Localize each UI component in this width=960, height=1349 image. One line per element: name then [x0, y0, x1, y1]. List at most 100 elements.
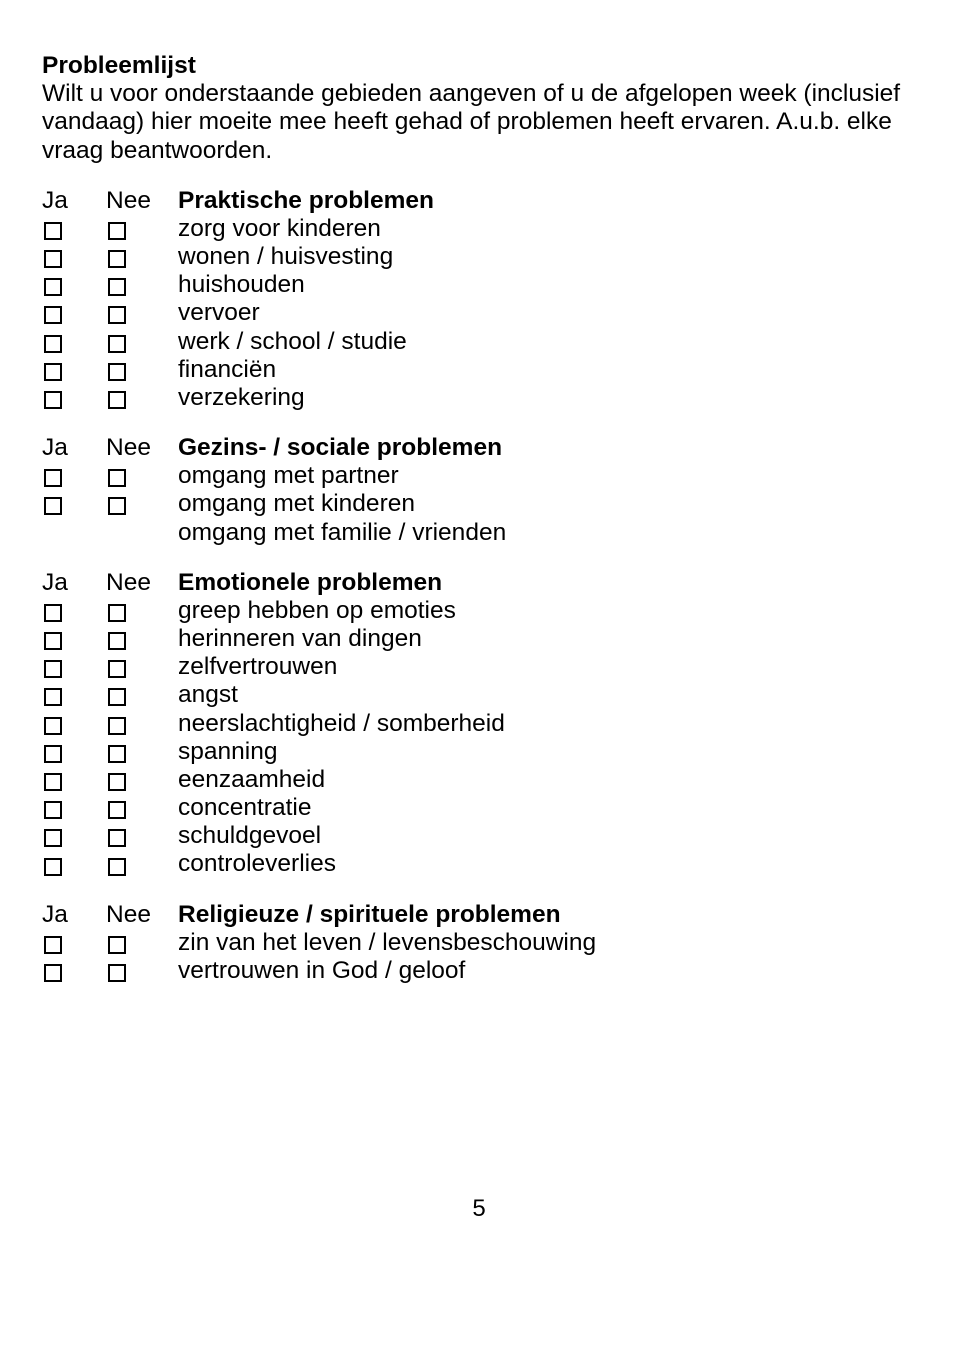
checkbox-ja[interactable]: [44, 745, 62, 763]
section-title: Emotionele problemen: [178, 569, 916, 597]
question-label: zorg voor kinderen: [178, 215, 916, 243]
section-header-row: JaNeePraktische problemen: [42, 187, 916, 215]
question-label: wonen / huisvesting: [178, 243, 916, 271]
question-row: controleverlies: [42, 850, 916, 878]
question-label: vertrouwen in God / geloof: [178, 957, 916, 985]
question-row: concentratie: [42, 794, 916, 822]
column-ja-header: Ja: [42, 569, 106, 597]
question-label: angst: [178, 681, 916, 709]
question-row: schuldgevoel: [42, 822, 916, 850]
checkbox-nee[interactable]: [108, 250, 126, 268]
question-label: omgang met partner: [178, 462, 916, 490]
question-row: financiën: [42, 356, 916, 384]
column-ja-header: Ja: [42, 434, 106, 462]
question-label: schuldgevoel: [178, 822, 916, 850]
checkbox-nee[interactable]: [108, 278, 126, 296]
checkbox-ja[interactable]: [44, 964, 62, 982]
checkbox-ja[interactable]: [44, 717, 62, 735]
checkbox-ja[interactable]: [44, 604, 62, 622]
question-row: greep hebben op emoties: [42, 597, 916, 625]
question-label: zin van het leven / levensbeschouwing: [178, 929, 916, 957]
question-label: neerslachtigheid / somberheid: [178, 710, 916, 738]
question-row: herinneren van dingen: [42, 625, 916, 653]
checkbox-nee[interactable]: [108, 829, 126, 847]
section-title: Praktische problemen: [178, 187, 916, 215]
question-label: omgang met kinderen: [178, 490, 916, 518]
column-nee-header: Nee: [106, 434, 178, 462]
section-header-row: JaNeeGezins- / sociale problemen: [42, 434, 916, 462]
question-row: zin van het leven / levensbeschouwing: [42, 929, 916, 957]
section: JaNeeEmotionele problemengreep hebben op…: [42, 569, 916, 879]
checkbox-ja[interactable]: [44, 363, 62, 381]
page-title: Probleemlijst: [42, 52, 916, 80]
intro-text: Wilt u voor onderstaande gebieden aangev…: [42, 80, 916, 165]
checkbox-nee[interactable]: [108, 335, 126, 353]
column-ja-header: Ja: [42, 187, 106, 215]
question-label: herinneren van dingen: [178, 625, 916, 653]
question-label: spanning: [178, 738, 916, 766]
checkbox-nee[interactable]: [108, 745, 126, 763]
checkbox-nee[interactable]: [108, 391, 126, 409]
column-nee-header: Nee: [106, 569, 178, 597]
question-row: eenzaamheid: [42, 766, 916, 794]
question-label: vervoer: [178, 299, 916, 327]
sections-container: JaNeePraktische problemenzorg voor kinde…: [42, 187, 916, 985]
question-row: omgang met partner: [42, 462, 916, 490]
checkbox-ja[interactable]: [44, 858, 62, 876]
section-header-row: JaNeeReligieuze / spirituele problemen: [42, 901, 916, 929]
question-label: greep hebben op emoties: [178, 597, 916, 625]
question-row: verzekering: [42, 384, 916, 412]
question-row: omgang met kinderen: [42, 490, 916, 518]
checkbox-nee[interactable]: [108, 632, 126, 650]
checkbox-ja[interactable]: [44, 391, 62, 409]
checkbox-nee[interactable]: [108, 936, 126, 954]
checkbox-ja[interactable]: [44, 632, 62, 650]
question-row: zorg voor kinderen: [42, 215, 916, 243]
section: JaNeePraktische problemenzorg voor kinde…: [42, 187, 916, 412]
checkbox-ja[interactable]: [44, 306, 62, 324]
checkbox-nee[interactable]: [108, 469, 126, 487]
checkbox-ja[interactable]: [44, 469, 62, 487]
checkbox-ja[interactable]: [44, 829, 62, 847]
question-row: neerslachtigheid / somberheid: [42, 710, 916, 738]
question-row-no-checkbox: omgang met familie / vrienden: [42, 519, 916, 547]
question-row: vervoer: [42, 299, 916, 327]
checkbox-nee[interactable]: [108, 801, 126, 819]
checkbox-ja[interactable]: [44, 335, 62, 353]
checkbox-ja[interactable]: [44, 801, 62, 819]
question-label: omgang met familie / vrienden: [178, 519, 916, 547]
checkbox-nee[interactable]: [108, 660, 126, 678]
question-label: concentratie: [178, 794, 916, 822]
checkbox-nee[interactable]: [108, 222, 126, 240]
checkbox-ja[interactable]: [44, 278, 62, 296]
question-label: eenzaamheid: [178, 766, 916, 794]
checkbox-ja[interactable]: [44, 936, 62, 954]
checkbox-nee[interactable]: [108, 497, 126, 515]
question-label: financiën: [178, 356, 916, 384]
question-label: zelfvertrouwen: [178, 653, 916, 681]
question-row: spanning: [42, 738, 916, 766]
question-row: zelfvertrouwen: [42, 653, 916, 681]
checkbox-ja[interactable]: [44, 222, 62, 240]
checkbox-nee[interactable]: [108, 773, 126, 791]
checkbox-nee[interactable]: [108, 717, 126, 735]
checkbox-nee[interactable]: [108, 363, 126, 381]
question-label: controleverlies: [178, 850, 916, 878]
checkbox-ja[interactable]: [44, 773, 62, 791]
checkbox-nee[interactable]: [108, 688, 126, 706]
section-header-row: JaNeeEmotionele problemen: [42, 569, 916, 597]
checkbox-nee[interactable]: [108, 964, 126, 982]
question-row: werk / school / studie: [42, 328, 916, 356]
section: JaNeeReligieuze / spirituele problemenzi…: [42, 901, 916, 986]
question-label: verzekering: [178, 384, 916, 412]
checkbox-ja[interactable]: [44, 250, 62, 268]
question-row: angst: [42, 681, 916, 709]
checkbox-ja[interactable]: [44, 660, 62, 678]
checkbox-ja[interactable]: [44, 497, 62, 515]
question-label: huishouden: [178, 271, 916, 299]
checkbox-nee[interactable]: [108, 306, 126, 324]
checkbox-nee[interactable]: [108, 604, 126, 622]
checkbox-nee[interactable]: [108, 858, 126, 876]
checkbox-ja[interactable]: [44, 688, 62, 706]
question-label: werk / school / studie: [178, 328, 916, 356]
